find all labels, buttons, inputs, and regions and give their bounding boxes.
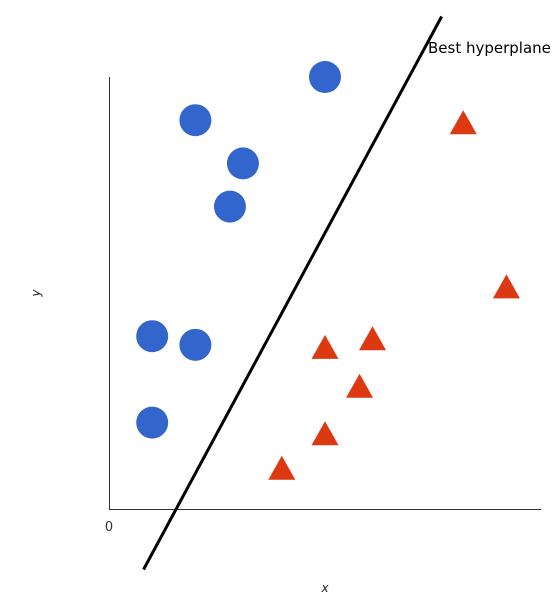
circle-point [136, 320, 169, 353]
circle-point [213, 190, 246, 223]
triangle-point [311, 334, 339, 359]
x-axis-label: x [320, 581, 329, 595]
hyperplane-label: Best hyperplane [428, 39, 551, 57]
circle-point [179, 104, 212, 137]
origin-tick-label: 0 [105, 520, 113, 535]
hyperplane-line [142, 15, 443, 571]
triangle-point [359, 326, 387, 351]
data-marks [136, 61, 520, 480]
y-axis-label: y [29, 289, 43, 298]
triangle-point [268, 455, 296, 480]
circle-point [136, 406, 169, 439]
circle-point [309, 61, 341, 93]
circle-point [179, 328, 212, 361]
triangle-point [346, 373, 374, 398]
triangle-point [311, 421, 339, 446]
triangle-point [449, 110, 477, 135]
circle-point [226, 147, 259, 180]
triangle-point [492, 274, 520, 299]
